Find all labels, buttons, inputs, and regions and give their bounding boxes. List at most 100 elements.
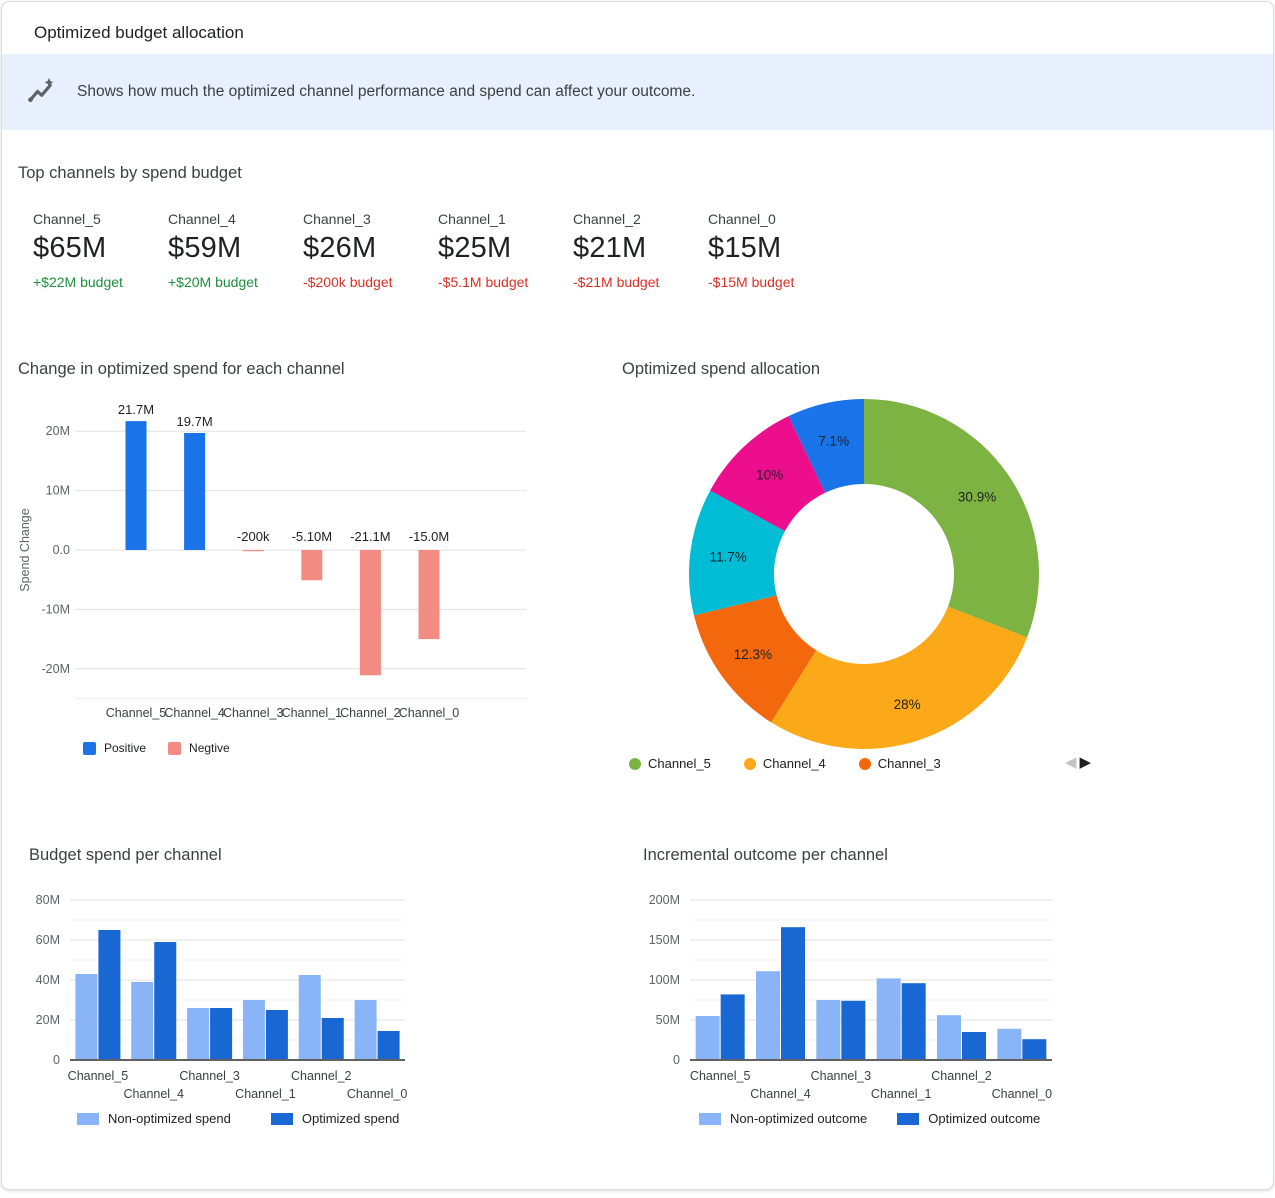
- spend-allocation-chart-title: Optimized spend allocation: [622, 360, 821, 378]
- legend-label: Optimized outcome: [928, 1111, 1041, 1126]
- positive-swatch: [83, 741, 96, 755]
- optimized-spend-swatch: [270, 1112, 293, 1125]
- svg-text:7.1%: 7.1%: [818, 433, 849, 448]
- svg-text:Channel_5: Channel_5: [68, 1069, 129, 1083]
- legend-pager: ◀ ▶: [1065, 753, 1091, 771]
- svg-text:12.3%: 12.3%: [734, 647, 772, 662]
- svg-text:Channel_1: Channel_1: [871, 1087, 932, 1101]
- legend-label: Non-optimized spend: [108, 1111, 231, 1126]
- channel-spend-value: $65M: [33, 232, 107, 264]
- legend-item-non-optimized-outcome: Non-optimized outcome: [699, 1111, 867, 1126]
- legend-prev-arrow-icon[interactable]: ◀: [1065, 754, 1077, 771]
- channel-spend-value: $21M: [573, 232, 647, 264]
- channel-spend-value: $25M: [438, 232, 512, 264]
- svg-text:20M: 20M: [46, 424, 70, 438]
- non-optimized-outcome-swatch: [699, 1112, 721, 1125]
- top-channels-title: Top channels by spend budget: [18, 164, 242, 182]
- channel-budget-delta: +$20M budget: [168, 274, 258, 290]
- svg-text:-15.0M: -15.0M: [409, 529, 449, 544]
- channel-budget-delta: +$22M budget: [33, 274, 123, 290]
- svg-text:Channel_0: Channel_0: [399, 706, 460, 720]
- svg-text:60M: 60M: [36, 933, 60, 947]
- legend-item-channel-5[interactable]: Channel_5: [629, 756, 711, 771]
- legend-item-non-optimized-spend: Non-optimized spend: [77, 1111, 231, 1126]
- svg-text:Channel_2: Channel_2: [931, 1069, 992, 1083]
- legend-item-optimized-spend: Optimized spend: [270, 1111, 400, 1126]
- svg-text:Channel_3: Channel_3: [223, 706, 284, 720]
- svg-text:Channel_4: Channel_4: [164, 706, 225, 720]
- negative-swatch: [168, 741, 182, 755]
- svg-text:Channel_3: Channel_3: [811, 1069, 872, 1083]
- svg-text:100M: 100M: [649, 973, 680, 987]
- svg-text:-5.10M: -5.10M: [292, 529, 332, 544]
- legend-label-positive: Positive: [104, 741, 147, 755]
- svg-text:10M: 10M: [46, 484, 70, 498]
- channel-4-dot: [743, 757, 756, 770]
- legend-label: Optimized spend: [301, 1111, 400, 1126]
- svg-text:50M: 50M: [656, 1013, 680, 1027]
- incremental-outcome-chart-title: Incremental outcome per channel: [643, 846, 888, 864]
- channel-budget-delta: -$15M budget: [708, 274, 795, 290]
- svg-text:19.7M: 19.7M: [177, 414, 213, 429]
- svg-text:20M: 20M: [36, 1013, 60, 1027]
- svg-text:Channel_4: Channel_4: [750, 1087, 811, 1101]
- svg-text:0: 0: [673, 1053, 680, 1067]
- top-channels-row: Channel_5 $65M +$22M budget Channel_4 $5…: [33, 211, 843, 290]
- channel-name: Channel_4: [168, 211, 236, 227]
- svg-text:-20M: -20M: [42, 662, 70, 676]
- budget-spend-legend: Non-optimized spend Optimized spend: [77, 1111, 399, 1126]
- non-optimized-spend-swatch: [77, 1112, 99, 1125]
- legend-item-negative: Negtive: [168, 741, 230, 755]
- channel-card: Channel_4 $59M +$20M budget: [168, 211, 303, 290]
- legend-item-positive: Positive: [83, 741, 146, 755]
- channel-name: Channel_3: [303, 211, 371, 227]
- spend-change-legend: Positive Negtive: [83, 741, 230, 755]
- channel-name: Channel_1: [438, 211, 506, 227]
- channel-budget-delta: -$200k budget: [303, 274, 393, 290]
- legend-item-channel-3[interactable]: Channel_3: [858, 756, 941, 771]
- svg-text:28%: 28%: [894, 697, 921, 712]
- svg-text:Channel_4: Channel_4: [124, 1087, 185, 1101]
- spend-allocation-donut[interactable]: 30.9% 28% 12.3% 11.7% 10% 7.1%: [622, 387, 1182, 757]
- svg-text:Channel_1: Channel_1: [235, 1087, 296, 1101]
- svg-text:Channel_5: Channel_5: [106, 706, 167, 720]
- legend-label: Channel_3: [877, 756, 941, 771]
- svg-text:Channel_0: Channel_0: [347, 1087, 408, 1101]
- budget-spend-chart[interactable]: 0 20M 40M 60M 80M Channel_5 Channel_4 Channel_3…: [2, 882, 562, 1107]
- svg-text:0: 0: [53, 1053, 60, 1067]
- legend-item-channel-4[interactable]: Channel_4: [743, 756, 826, 771]
- svg-text:Spend Change: Spend Change: [18, 508, 32, 591]
- svg-text:150M: 150M: [649, 933, 680, 947]
- svg-text:Channel_2: Channel_2: [340, 706, 401, 720]
- legend-label: Non-optimized outcome: [730, 1111, 868, 1126]
- incremental-outcome-chart[interactable]: 050M100M150M200MChannel_5Channel_4Channe…: [622, 882, 1182, 1107]
- svg-text:40M: 40M: [36, 973, 60, 987]
- channel-name: Channel_2: [573, 211, 641, 227]
- spend-change-chart-title: Change in optimized spend for each chann…: [18, 360, 345, 378]
- svg-text:11.7%: 11.7%: [709, 549, 746, 564]
- legend-next-arrow-icon[interactable]: ▶: [1079, 754, 1092, 771]
- svg-text:Channel_3: Channel_3: [179, 1069, 240, 1083]
- page-title: Optimized budget allocation: [34, 23, 244, 42]
- channel-spend-value: $59M: [168, 232, 242, 264]
- channel-card: Channel_5 $65M +$22M budget: [33, 211, 168, 290]
- svg-text:Channel_5: Channel_5: [690, 1069, 751, 1083]
- channel-budget-delta: -$5.1M budget: [438, 274, 529, 290]
- svg-text:30.9%: 30.9%: [958, 490, 996, 505]
- optimized-outcome-swatch: [897, 1112, 920, 1125]
- channel-name: Channel_5: [33, 211, 101, 227]
- svg-text:21.7M: 21.7M: [118, 402, 154, 417]
- channel-spend-value: $15M: [708, 232, 782, 264]
- svg-text:Channel_0: Channel_0: [992, 1087, 1053, 1101]
- spend-change-chart[interactable]: 20M 10M 0.0 -10M -20M Spend Change 21.7M Channe…: [2, 387, 562, 732]
- incremental-outcome-legend: Non-optimized outcome Optimized outcome: [699, 1111, 1040, 1126]
- svg-text:-21.1M: -21.1M: [350, 529, 390, 544]
- insights-icon: [26, 77, 56, 107]
- svg-text:10%: 10%: [756, 468, 783, 483]
- info-banner: Shows how much the optimized channel per…: [2, 54, 1273, 130]
- legend-item-optimized-outcome: Optimized outcome: [897, 1111, 1040, 1126]
- budget-spend-chart-title: Budget spend per channel: [29, 846, 222, 864]
- svg-text:Channel_2: Channel_2: [291, 1069, 352, 1083]
- spend-allocation-legend: Channel_5 Channel_4 Channel_3: [629, 756, 941, 771]
